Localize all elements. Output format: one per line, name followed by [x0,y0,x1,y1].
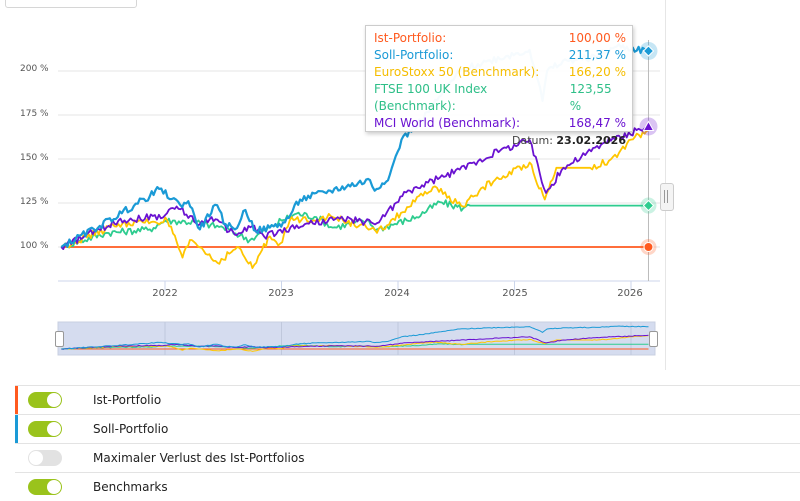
x-tick: 2026 [617,288,643,299]
toggle-switch[interactable] [28,479,62,495]
tooltip-label: EuroStoxx 50 (Benchmark): [374,65,540,79]
series-legend: Ist-Portfolio Soll-Portfolio Maximaler V… [15,385,800,501]
tooltip-value: 211,37 % [568,48,626,62]
toggle-switch[interactable] [28,450,62,466]
tooltip-date: Datum: 23.02.2026 [374,132,626,150]
toggle-switch[interactable] [28,392,62,408]
tooltip-row-mci: MCI World (Benchmark): 168,47 % [374,115,626,132]
legend-label: Maximaler Verlust des Ist-Portfolios [93,451,305,465]
y-tick: 150 % [20,153,49,163]
navigator-left-handle[interactable] [55,331,64,347]
ist-marker-circle [643,242,654,252]
legend-item-ist-portfolio[interactable]: Ist-Portfolio [15,385,800,414]
tooltip-row-eurostoxx: EuroStoxx 50 (Benchmark): 166,20 % [374,64,626,81]
soll-marker-diamond [642,45,655,57]
tooltip-row-ftse: FTSE 100 UK Index (Benchmark): 123,55 % [374,81,626,115]
tooltip-date-value: 23.02.2026 [556,134,626,147]
x-tick: 2022 [152,288,178,299]
navigator-line-mci [61,334,649,350]
y-tick: 125 % [20,197,49,207]
x-tick: 2024 [384,288,410,299]
tooltip-date-label: Datum: [511,134,553,147]
legend-label: Ist-Portfolio [93,393,162,407]
tooltip-value: 166,20 % [568,65,626,79]
y-tick: 175 % [20,109,49,119]
legend-label: Benchmarks [93,480,168,494]
navigator-right-handle[interactable] [649,331,658,347]
series-line-mci [60,125,650,250]
series-color-bar [15,415,18,443]
mci-marker-triangle [642,120,655,131]
toggle-switch[interactable] [28,421,62,437]
legend-item-soll-portfolio[interactable]: Soll-Portfolio [15,414,800,443]
resize-handle[interactable] [660,183,674,211]
legend-item-max-loss[interactable]: Maximaler Verlust des Ist-Portfolios [15,443,800,472]
x-tick: 2025 [502,288,528,299]
y-tick: 200 % [20,64,49,74]
tooltip-row-soll: Soll-Portfolio: 211,37 % [374,47,626,64]
chart-tooltip: Ist-Portfolio: 100,00 % Soll-Portfolio: 21… [365,25,633,147]
tooltip-label: MCI World (Benchmark): [374,116,521,130]
tooltip-label: FTSE 100 UK Index (Benchmark): [374,82,488,113]
legend-label: Soll-Portfolio [93,422,169,436]
series-color-bar [15,386,18,414]
y-tick: 100 % [20,241,49,251]
top-dropdown[interactable] [5,0,137,8]
tooltip-value: 123,55 % [569,82,612,113]
tooltip-value: 168,47 % [568,116,626,130]
tooltip-label: Ist-Portfolio: [374,31,447,45]
tooltip-label: Soll-Portfolio: [374,48,454,62]
ftse-marker-diamond [642,199,655,212]
navigator-background [57,321,656,356]
x-tick: 2023 [268,288,294,299]
legend-item-benchmarks[interactable]: Benchmarks [15,472,800,501]
tooltip-value: 100,00 % [568,31,626,45]
performance-chart [57,40,660,356]
tooltip-row-ist: Ist-Portfolio: 100,00 % [374,30,626,47]
navigator-line-soll [61,325,649,350]
